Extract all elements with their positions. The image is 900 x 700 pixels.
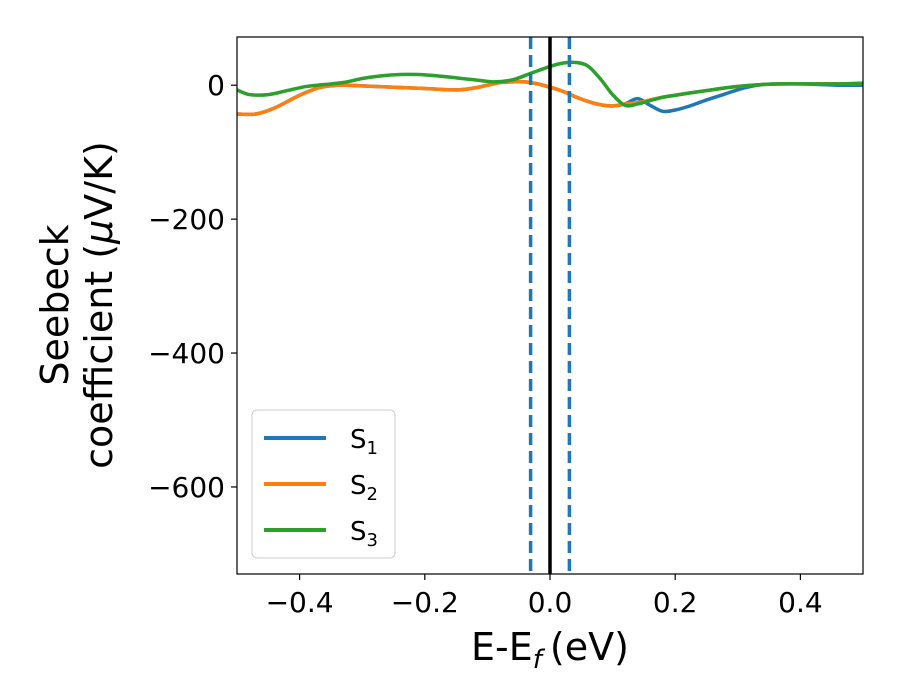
y-axis-label-line2: coefficient (μV/K) [77, 141, 121, 469]
legend-label-sub: 2 [367, 484, 378, 505]
x-tick-label: 0.4 [778, 586, 823, 619]
legend-label-main: S [350, 517, 367, 547]
y-axis-label-unit: V/K) [77, 141, 121, 220]
y-tick-label: −600 [148, 471, 225, 504]
legend-label-main: S [350, 425, 367, 455]
x-axis-label-sub: f [533, 645, 546, 675]
legend-label-sub: 1 [367, 438, 378, 459]
x-axis-label-main: E-E [471, 625, 533, 669]
legend-label-s1: S1 [350, 425, 378, 459]
y-tick-label: 0 [207, 69, 225, 102]
plot-inner [237, 37, 863, 574]
y-axis-label: Seebeck coefficient (μV/K) [33, 141, 121, 469]
y-tick-label: −400 [148, 337, 225, 370]
y-axis-label-prefix: coefficient ( [77, 244, 121, 469]
legend-label-s2: S2 [350, 471, 378, 505]
x-tick-label: 0.2 [653, 586, 698, 619]
legend-label-sub: 3 [367, 530, 378, 551]
x-tick-label: −0.2 [391, 586, 459, 619]
axis-ticks: −0.4 −0.2 0.0 0.2 0.4 0 −200 −400 −600 [148, 69, 823, 619]
legend-label-s3: S3 [350, 517, 378, 551]
y-axis-label-line1: Seebeck [33, 224, 77, 385]
legend-label-main: S [350, 471, 367, 501]
y-tick-label: −200 [148, 203, 225, 236]
y-axis-label-mu: μ [77, 220, 121, 245]
x-tick-label: −0.4 [266, 586, 334, 619]
x-axis-label-unit: (eV) [550, 625, 629, 669]
x-axis-label: E-Ef (eV) [471, 625, 629, 675]
x-tick-label: 0.0 [528, 586, 573, 619]
